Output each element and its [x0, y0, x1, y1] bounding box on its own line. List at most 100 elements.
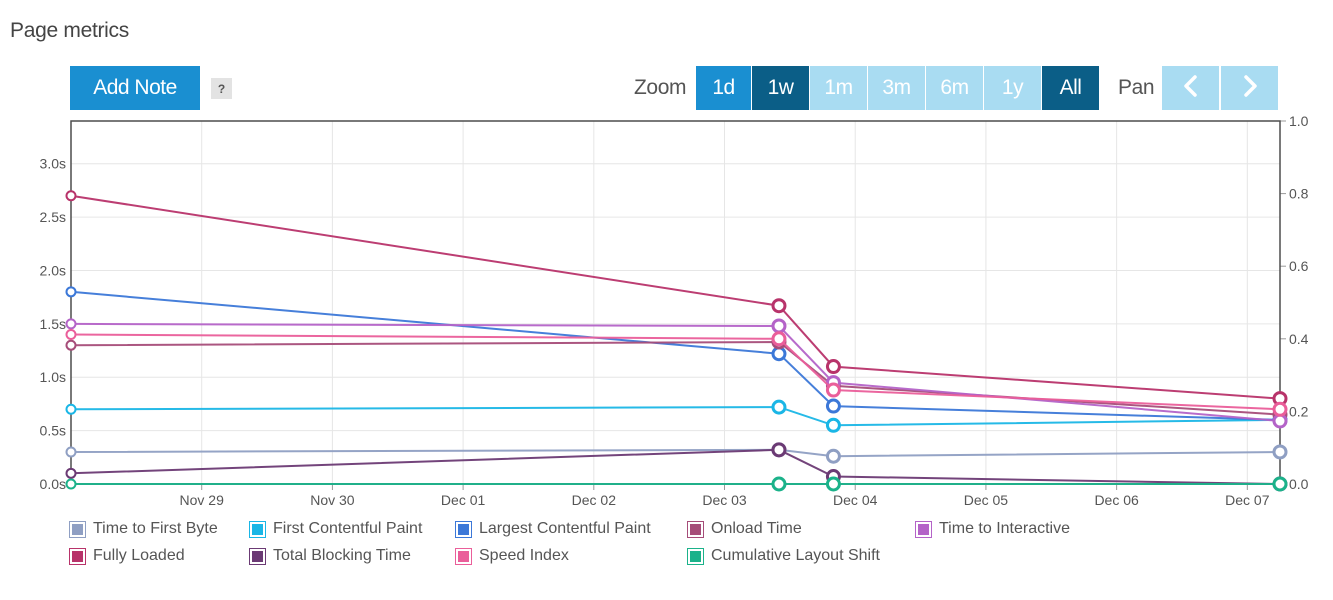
- zoom-1w-button[interactable]: 1w: [752, 66, 810, 110]
- help-button[interactable]: ?: [211, 78, 232, 99]
- x-tick-label: Dec 05: [964, 492, 1009, 508]
- legend-label: Time to Interactive: [939, 520, 1071, 537]
- series-line: [70, 448, 1281, 458]
- data-point: [65, 339, 77, 351]
- chevron-right-icon: [1240, 74, 1260, 103]
- series-line: [70, 194, 1281, 400]
- legend-swatch: [249, 547, 266, 565]
- data-point: [825, 417, 841, 433]
- data-point: [771, 346, 787, 362]
- x-tick-label: Nov 29: [180, 492, 225, 508]
- chevron-left-icon: [1181, 74, 1201, 103]
- legend-label: Largest Contentful Paint: [479, 520, 651, 537]
- data-point: [825, 359, 841, 375]
- legend-label: Onload Time: [711, 520, 802, 537]
- y-right-tick-label: 0.0: [1289, 476, 1309, 492]
- x-tick-label: Dec 06: [1094, 492, 1139, 508]
- y-left-tick-label: 0.0s: [40, 476, 66, 492]
- series-line: [70, 448, 1281, 485]
- legend-item[interactable]: Largest Contentful Paint: [455, 520, 651, 538]
- data-point: [771, 298, 787, 314]
- legend-label: Time to First Byte: [93, 520, 218, 537]
- zoom-1y-button[interactable]: 1y: [984, 66, 1042, 110]
- data-point: [825, 448, 841, 464]
- data-point: [65, 286, 77, 298]
- data-point: [771, 318, 787, 334]
- legend-label: Speed Index: [479, 547, 569, 564]
- data-point: [825, 476, 841, 492]
- series-line: [70, 406, 1281, 427]
- zoom-3m-button[interactable]: 3m: [868, 66, 926, 110]
- legend-swatch: [687, 520, 704, 538]
- data-point: [771, 476, 787, 492]
- series-line: [70, 322, 1281, 422]
- zoom-all-button[interactable]: All: [1042, 66, 1099, 110]
- series-line: [70, 333, 1281, 411]
- data-point: [65, 403, 77, 415]
- x-tick-label: Dec 01: [441, 492, 486, 508]
- plot-area-border: [70, 120, 1281, 485]
- series-line: [70, 290, 1281, 421]
- legend-swatch: [69, 547, 86, 565]
- data-point: [65, 478, 77, 490]
- legend-swatch: [915, 520, 932, 538]
- data-point: [65, 190, 77, 202]
- legend-item[interactable]: Total Blocking Time: [249, 547, 411, 565]
- legend-label: Total Blocking Time: [273, 547, 411, 564]
- legend-item[interactable]: Fully Loaded: [69, 547, 185, 565]
- data-point: [771, 331, 787, 347]
- data-point: [65, 446, 77, 458]
- data-point: [1272, 413, 1288, 429]
- pan-label: Pan: [1118, 76, 1155, 99]
- zoom-1d-button[interactable]: 1d: [696, 66, 752, 110]
- y-right-tick-label: 1.0: [1289, 113, 1309, 129]
- chart-legend: Time to First Byte First Contentful Paint…: [69, 520, 1170, 576]
- legend-swatch: [455, 520, 472, 538]
- legend-item[interactable]: Time to Interactive: [915, 520, 1071, 538]
- series-line: [70, 340, 1281, 416]
- legend-label: First Contentful Paint: [273, 520, 423, 537]
- legend-item[interactable]: Onload Time: [687, 520, 802, 538]
- y-right-tick-label: 0.2: [1289, 403, 1309, 419]
- y-left-tick-label: 2.0s: [40, 262, 66, 278]
- y-right-tick-label: 0.8: [1289, 186, 1309, 202]
- pan-right-button[interactable]: [1221, 66, 1278, 110]
- data-point: [771, 399, 787, 415]
- page-metrics-chart: Nov 29 Nov 30 Dec 01 Dec 02 Dec 03 Dec 04 Dec …: [40, 113, 1309, 508]
- zoom-label: Zoom: [634, 76, 687, 99]
- data-point: [825, 382, 841, 398]
- data-point: [65, 467, 77, 479]
- page-title: Page metrics: [10, 19, 129, 42]
- legend-label: Cumulative Layout Shift: [711, 547, 880, 564]
- legend-item[interactable]: First Contentful Paint: [249, 520, 423, 538]
- zoom-button-group: 1d 1w 1m 3m 6m 1y All: [696, 66, 1099, 110]
- legend-item[interactable]: Cumulative Layout Shift: [687, 547, 880, 565]
- y-right-tick-label: 0.6: [1289, 258, 1309, 274]
- data-point: [771, 442, 787, 458]
- data-point: [1272, 401, 1288, 417]
- data-point: [65, 329, 77, 341]
- legend-label: Fully Loaded: [93, 547, 185, 564]
- data-point: [65, 318, 77, 330]
- legend-swatch: [455, 547, 472, 565]
- pan-left-button[interactable]: [1162, 66, 1219, 110]
- add-note-button[interactable]: Add Note: [70, 66, 200, 110]
- x-tick-label: Dec 02: [572, 492, 617, 508]
- legend-swatch: [249, 520, 266, 538]
- y-right-tick-label: 0.4: [1289, 331, 1309, 347]
- zoom-6m-button[interactable]: 6m: [926, 66, 984, 110]
- y-left-tick-label: 2.5s: [40, 209, 66, 225]
- y-left-tick-label: 1.5s: [40, 316, 66, 332]
- y-left-tick-label: 0.5s: [40, 423, 66, 439]
- zoom-1m-button[interactable]: 1m: [810, 66, 868, 110]
- data-point: [1272, 444, 1288, 460]
- data-point: [1272, 476, 1288, 492]
- legend-item[interactable]: Time to First Byte: [69, 520, 218, 538]
- legend-item[interactable]: Speed Index: [455, 547, 569, 565]
- x-tick-label: Nov 30: [310, 492, 355, 508]
- x-tick-label: Dec 04: [833, 492, 878, 508]
- x-tick-label: Dec 03: [702, 492, 747, 508]
- y-left-tick-label: 1.0s: [40, 369, 66, 385]
- x-tick-label: Dec 07: [1225, 492, 1270, 508]
- y-left-tick-label: 3.0s: [40, 156, 66, 172]
